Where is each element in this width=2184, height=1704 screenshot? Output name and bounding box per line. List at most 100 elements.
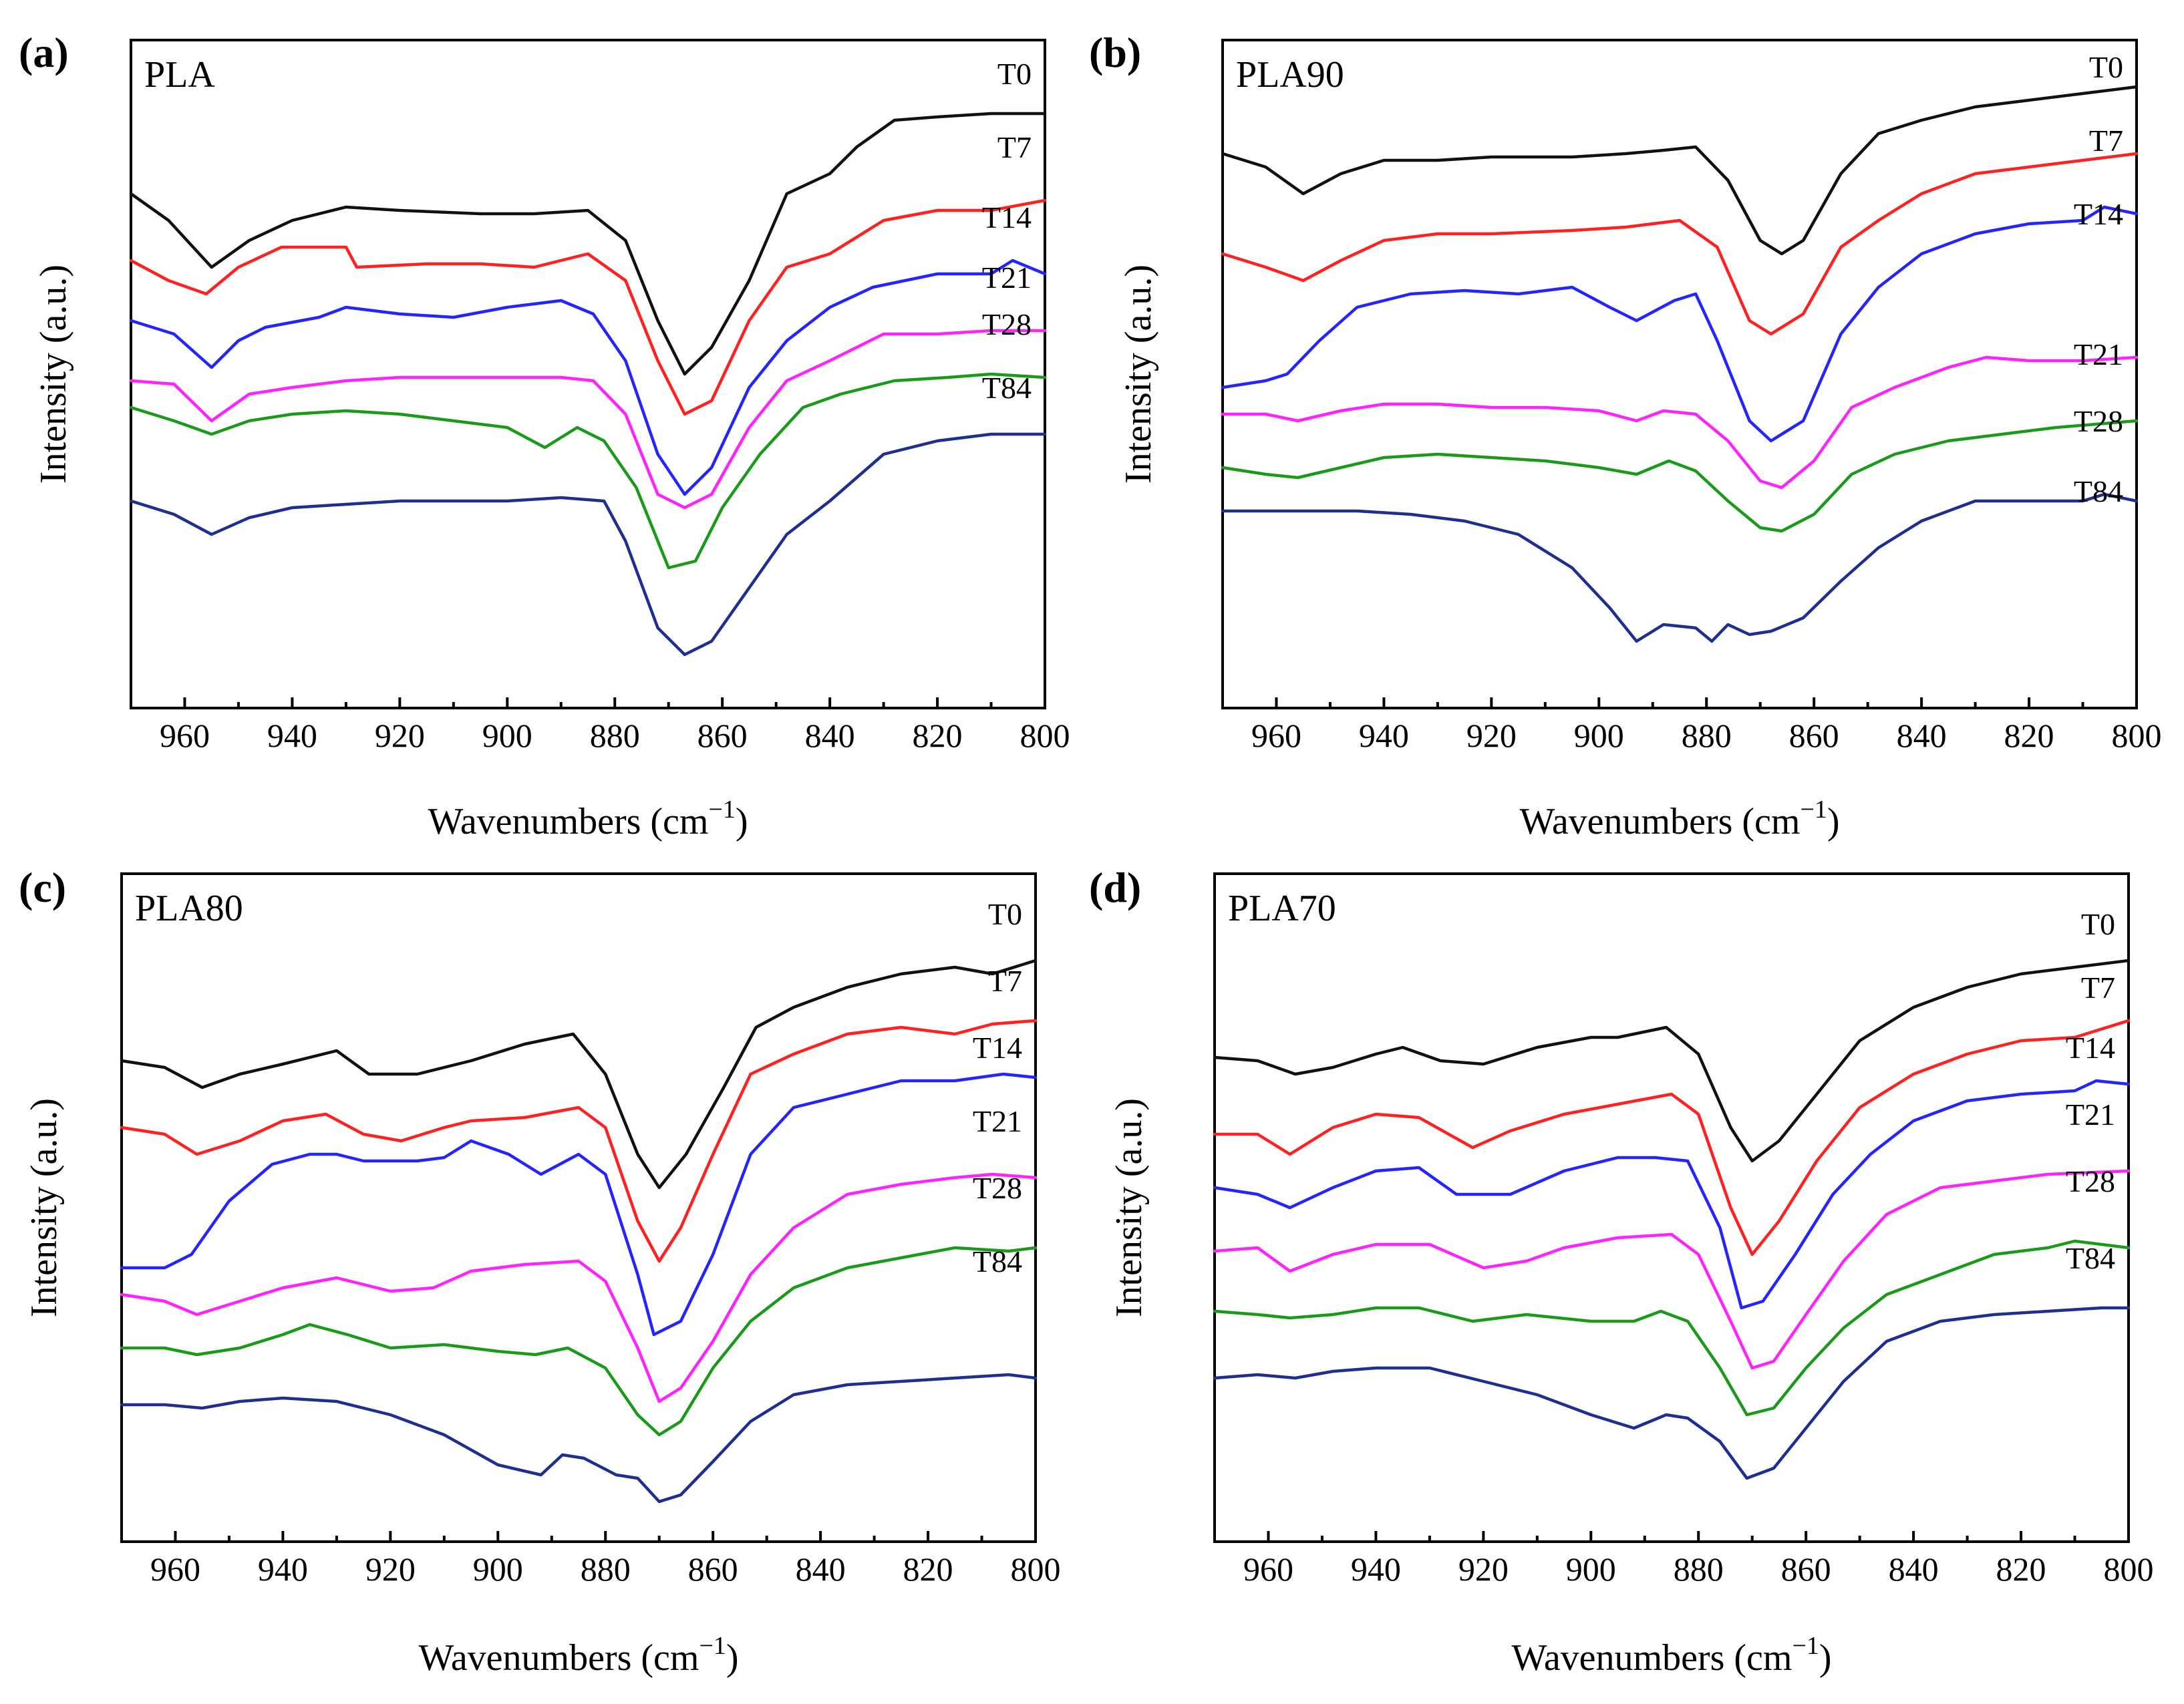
panel-d: (d) PLA70 960 940 920 900 880 860 840 820 800 Waven… bbox=[1089, 864, 2154, 1679]
series-line-t0 bbox=[1213, 959, 2131, 1163]
x-tick-label: 880 bbox=[1682, 717, 1732, 754]
y-axis-title: Intensity (a.u.) bbox=[1118, 265, 1159, 484]
panel-letter: (c) bbox=[19, 864, 66, 911]
series-label-t28: T28 bbox=[2074, 404, 2123, 438]
series-label-t84: T84 bbox=[2066, 1241, 2115, 1275]
x-axis-title-sup: −1 bbox=[699, 1632, 726, 1660]
y-axis-title: Intensity (a.u.) bbox=[33, 265, 74, 484]
series-label-t0: T0 bbox=[997, 57, 1032, 91]
x-tick-label: 960 bbox=[160, 717, 210, 754]
series-line-t28 bbox=[129, 372, 1047, 570]
series-line-t14 bbox=[1221, 205, 2139, 443]
series-line-t84 bbox=[129, 432, 1047, 657]
panel-letter: (a) bbox=[19, 29, 69, 76]
panel-c: (c) PLA80 960 940 920 900 880 860 840 820 800 Waven… bbox=[19, 864, 1061, 1679]
x-tick-label: 880 bbox=[590, 717, 640, 754]
panel-title: PLA bbox=[144, 54, 215, 96]
series-line-t14 bbox=[1213, 1079, 2131, 1310]
x-axis-title: Wavenumbers (cm−1) bbox=[1511, 1632, 1831, 1679]
series-line-t84 bbox=[1221, 492, 2139, 643]
series-label-t0: T0 bbox=[2089, 50, 2123, 84]
x-tick-label: 900 bbox=[473, 1550, 523, 1588]
x-tick-label: 900 bbox=[482, 717, 532, 754]
series-line-t21 bbox=[1221, 355, 2139, 490]
x-tick-label: 800 bbox=[2112, 717, 2162, 754]
plot-frame bbox=[130, 39, 1046, 709]
series-label-t84: T84 bbox=[2074, 474, 2123, 508]
series-label-t14: T14 bbox=[2066, 1031, 2115, 1065]
x-axis-title-main: Wavenumbers (cm bbox=[418, 1637, 699, 1679]
series-line-t7 bbox=[1213, 1019, 2131, 1256]
x-axis-title-main: Wavenumbers (cm bbox=[1519, 801, 1800, 842]
series-label-t28: T28 bbox=[2066, 1164, 2115, 1198]
series-label-t7: T7 bbox=[2081, 971, 2115, 1005]
x-axis-title-sup: −1 bbox=[1800, 796, 1827, 824]
x-axis-title: Wavenumbers (cm−1) bbox=[418, 1632, 738, 1679]
plot-frame bbox=[120, 872, 1037, 1543]
x-axis-title: Wavenumbers (cm−1) bbox=[428, 796, 748, 842]
x-tick-label: 860 bbox=[1789, 717, 1839, 754]
panel-a: (a) PLA 960 940 920 900 880 860 840 820 800 Wavenum… bbox=[19, 29, 1070, 842]
x-tick-label: 920 bbox=[365, 1550, 416, 1588]
series-label-t21: T21 bbox=[2066, 1097, 2115, 1132]
series-line-t0 bbox=[120, 959, 1038, 1190]
x-tick-label: 860 bbox=[1781, 1550, 1831, 1588]
x-tick-label: 940 bbox=[267, 717, 317, 754]
y-axis-title: Intensity (a.u.) bbox=[1108, 1098, 1150, 1317]
x-axis-title-close: ) bbox=[1819, 1637, 1832, 1679]
series-label-t14: T14 bbox=[2074, 197, 2123, 231]
series-label-t14: T14 bbox=[982, 200, 1032, 234]
series-line-t28 bbox=[1221, 419, 2139, 533]
panel-b: (b) PLA90 960 940 920 900 880 860 840 820 800 Waven… bbox=[1089, 29, 2162, 842]
series-label-t21: T21 bbox=[982, 261, 1032, 295]
series-line-t14 bbox=[120, 1072, 1038, 1337]
x-tick-label: 840 bbox=[1889, 1550, 1939, 1588]
series-line-t7 bbox=[1221, 152, 2139, 336]
panel-letter: (d) bbox=[1089, 864, 1141, 911]
series-label-t21: T21 bbox=[973, 1104, 1022, 1138]
x-tick-label: 860 bbox=[688, 1550, 738, 1588]
series-label-t84: T84 bbox=[973, 1244, 1022, 1279]
x-tick-label: 840 bbox=[1897, 717, 1947, 754]
y-axis-title: Intensity (a.u.) bbox=[23, 1098, 65, 1317]
x-tick-label: 800 bbox=[2104, 1550, 2154, 1588]
panel-title: PLA70 bbox=[1228, 888, 1336, 929]
series-label-t0: T0 bbox=[2081, 907, 2115, 941]
x-tick-label: 840 bbox=[796, 1550, 846, 1588]
x-tick-label: 900 bbox=[1566, 1550, 1616, 1588]
x-tick-label: 920 bbox=[1458, 1550, 1509, 1588]
x-tick-label: 840 bbox=[805, 717, 855, 754]
series-label-t14: T14 bbox=[973, 1031, 1022, 1065]
x-tick-label: 920 bbox=[1466, 717, 1517, 754]
x-tick-label: 920 bbox=[375, 717, 425, 754]
x-tick-label: 900 bbox=[1574, 717, 1624, 754]
x-tick-label: 960 bbox=[150, 1550, 200, 1588]
plot-frame bbox=[1221, 39, 2138, 709]
series-line-t28 bbox=[1213, 1239, 2131, 1417]
x-tick-label: 880 bbox=[1674, 1550, 1724, 1588]
series-label-t7: T7 bbox=[988, 964, 1022, 998]
series-label-t84: T84 bbox=[982, 371, 1032, 405]
x-tick-label: 960 bbox=[1251, 717, 1301, 754]
x-tick-label: 940 bbox=[1359, 717, 1409, 754]
x-tick-label: 960 bbox=[1243, 1550, 1293, 1588]
series-line-t0 bbox=[1221, 85, 2139, 256]
x-axis-title-main: Wavenumbers (cm bbox=[1511, 1637, 1792, 1679]
x-axis-title-sup: −1 bbox=[1792, 1632, 1819, 1660]
x-axis-title: Wavenumbers (cm−1) bbox=[1519, 796, 1839, 842]
series-label-t28: T28 bbox=[982, 307, 1032, 341]
series-line-t7 bbox=[129, 198, 1047, 416]
x-tick-label: 860 bbox=[697, 717, 748, 754]
series-line-t28 bbox=[120, 1246, 1038, 1437]
x-tick-label: 820 bbox=[903, 1550, 953, 1588]
panel-letter: (b) bbox=[1089, 29, 1141, 76]
series-line-t84 bbox=[1213, 1306, 2131, 1480]
series-line-t14 bbox=[129, 259, 1047, 496]
x-tick-label: 820 bbox=[1996, 1550, 2046, 1588]
series-label-t0: T0 bbox=[988, 897, 1022, 931]
x-axis-title-main: Wavenumbers (cm bbox=[428, 801, 708, 842]
panel-title: PLA80 bbox=[135, 888, 243, 929]
series-label-t28: T28 bbox=[973, 1171, 1022, 1205]
series-label-t21: T21 bbox=[2074, 337, 2123, 371]
